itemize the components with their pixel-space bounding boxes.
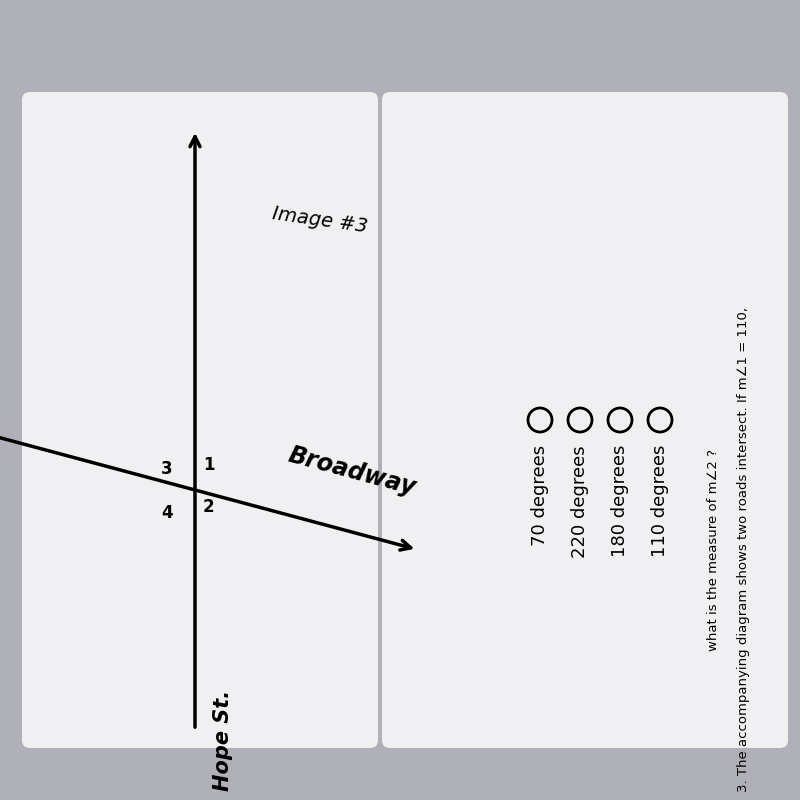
Text: 220 degrees: 220 degrees — [571, 445, 589, 558]
Text: Image #3: Image #3 — [271, 204, 369, 236]
Text: 110 degrees: 110 degrees — [651, 445, 669, 558]
Text: 3: 3 — [162, 460, 173, 478]
Text: Hope St.: Hope St. — [213, 690, 233, 791]
Text: 4: 4 — [162, 504, 173, 522]
Text: 1: 1 — [203, 456, 214, 474]
Text: 70 degrees: 70 degrees — [531, 445, 549, 546]
Text: 180 degrees: 180 degrees — [611, 445, 629, 558]
Text: Broadway: Broadway — [285, 443, 418, 500]
FancyBboxPatch shape — [382, 92, 788, 748]
Text: 3. The accompanying diagram shows two roads intersect. If m∠1 = 110,: 3. The accompanying diagram shows two ro… — [737, 307, 750, 793]
FancyBboxPatch shape — [22, 92, 378, 748]
Text: what is the measure of m∠2 ?: what is the measure of m∠2 ? — [707, 449, 720, 651]
Text: 2: 2 — [203, 498, 214, 516]
